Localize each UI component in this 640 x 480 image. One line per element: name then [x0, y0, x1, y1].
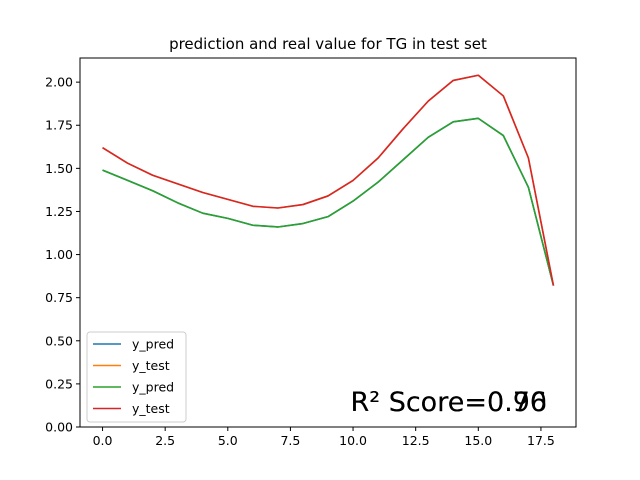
legend: y_pred y_test y_pred y_test [86, 331, 187, 423]
series-lines [102, 74, 555, 286]
legend-label: y_pred [132, 380, 174, 395]
x-tick-label: 0.0 [93, 433, 113, 448]
plot-frame [79, 57, 577, 428]
y-tick-label: 1.00 [45, 247, 73, 262]
x-tick-label: 2.5 [155, 433, 175, 448]
r2-score-annotation-2: R² Score=0.96 [351, 387, 548, 418]
legend-label: y_pred [132, 337, 174, 352]
x-tick-label: 10.0 [339, 433, 367, 448]
x-axis: 0.0 2.5 5.0 7.5 10.0 12.5 15.0 17.5 [93, 427, 555, 448]
series-line-1 [102, 117, 555, 286]
y-axis: 0.00 0.25 0.50 0.75 1.00 1.25 1.50 1.75 2.00 [45, 75, 80, 435]
y-tick-label: 0.75 [45, 290, 73, 305]
y-tick-label: 1.25 [45, 204, 73, 219]
y-tick-label: 1.75 [45, 118, 73, 133]
y-tick-label: 0.25 [45, 376, 73, 391]
x-tick-label: 15.0 [464, 433, 492, 448]
legend-label: y_test [132, 358, 170, 373]
x-tick-label: 7.5 [280, 433, 300, 448]
series-line-4 [102, 74, 555, 286]
series-line-3 [102, 117, 555, 286]
y-tick-label: 2.00 [45, 75, 73, 90]
r2-score-annotation-1: R² Score=0.70 [351, 387, 548, 418]
y-tick-label: 1.50 [45, 161, 73, 176]
x-tick-label: 17.5 [527, 433, 555, 448]
y-tick-label: 0.00 [45, 420, 73, 435]
chart-title: prediction and real value for TG in test… [169, 35, 487, 53]
x-tick-label: 12.5 [402, 433, 430, 448]
legend-label: y_test [132, 401, 170, 416]
x-tick-label: 5.0 [218, 433, 238, 448]
series-line-2 [102, 74, 555, 286]
y-tick-label: 0.50 [45, 333, 73, 348]
legend-box [86, 331, 187, 423]
